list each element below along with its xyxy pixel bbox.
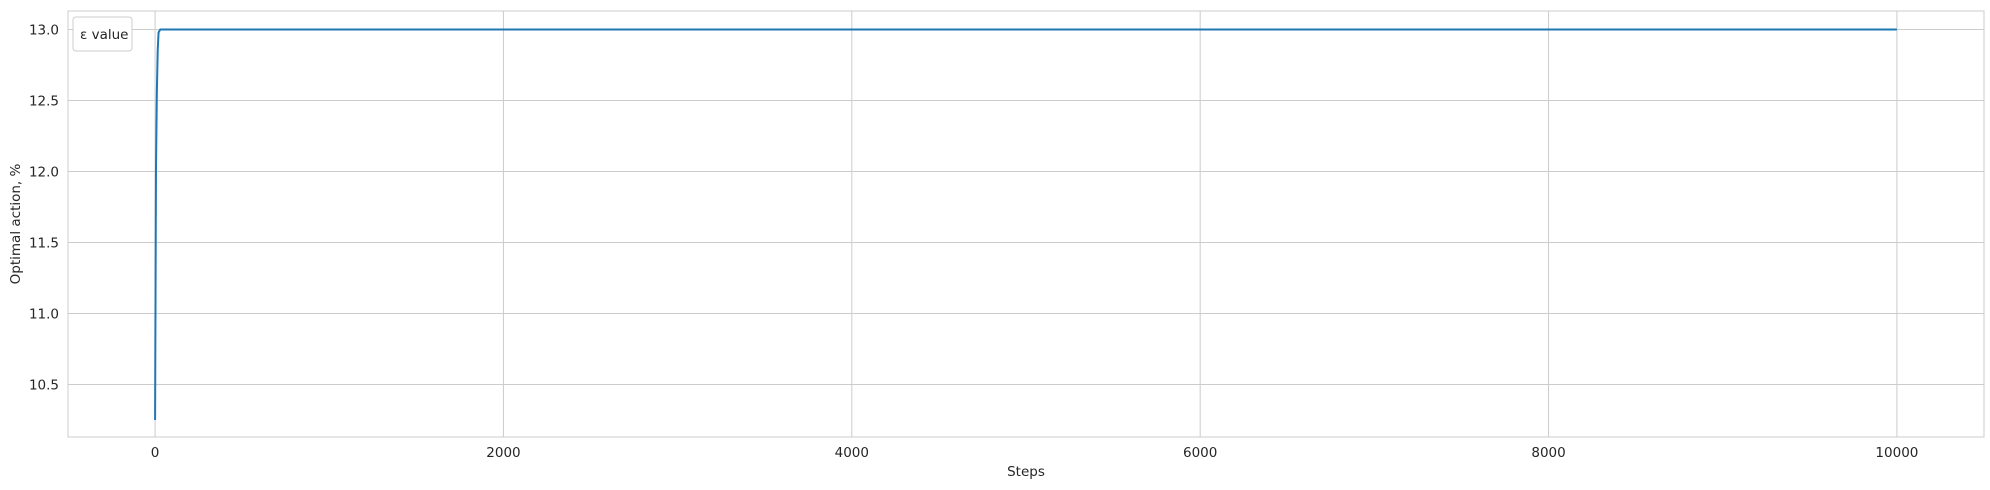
y-tick-label: 11.5 <box>29 235 59 251</box>
y-tick-label: 12.5 <box>29 93 59 109</box>
series-line <box>154 28 1897 420</box>
legend-box <box>72 16 133 52</box>
y-axis-label: Optimal action, % <box>8 163 24 284</box>
x-tick-label: 4000 <box>835 445 869 461</box>
y-tick-label: 11.0 <box>29 306 59 322</box>
x-tick-label: 0 <box>151 445 160 461</box>
legend-title: ε value <box>80 27 128 43</box>
x-tick-label: 2000 <box>486 445 520 461</box>
grid <box>68 11 1984 437</box>
series-layer <box>154 28 1897 420</box>
y-tick-label: 10.5 <box>29 377 59 393</box>
x-tick-labels: 0 2000 4000 6000 8000 10000 <box>151 445 1919 461</box>
x-tick-label: 6000 <box>1183 445 1217 461</box>
x-tick-label: 8000 <box>1531 445 1565 461</box>
y-tick-label: 13.0 <box>29 22 59 38</box>
y-tick-labels: 10.5 11.0 11.5 12.0 12.5 13.0 <box>29 22 59 393</box>
legend: ε value <box>72 16 133 52</box>
x-tick-label: 10000 <box>1875 445 1918 461</box>
plot-area-frame <box>67 10 1985 438</box>
x-axis-label: Steps <box>1007 464 1045 480</box>
y-tick-label: 12.0 <box>29 164 59 180</box>
